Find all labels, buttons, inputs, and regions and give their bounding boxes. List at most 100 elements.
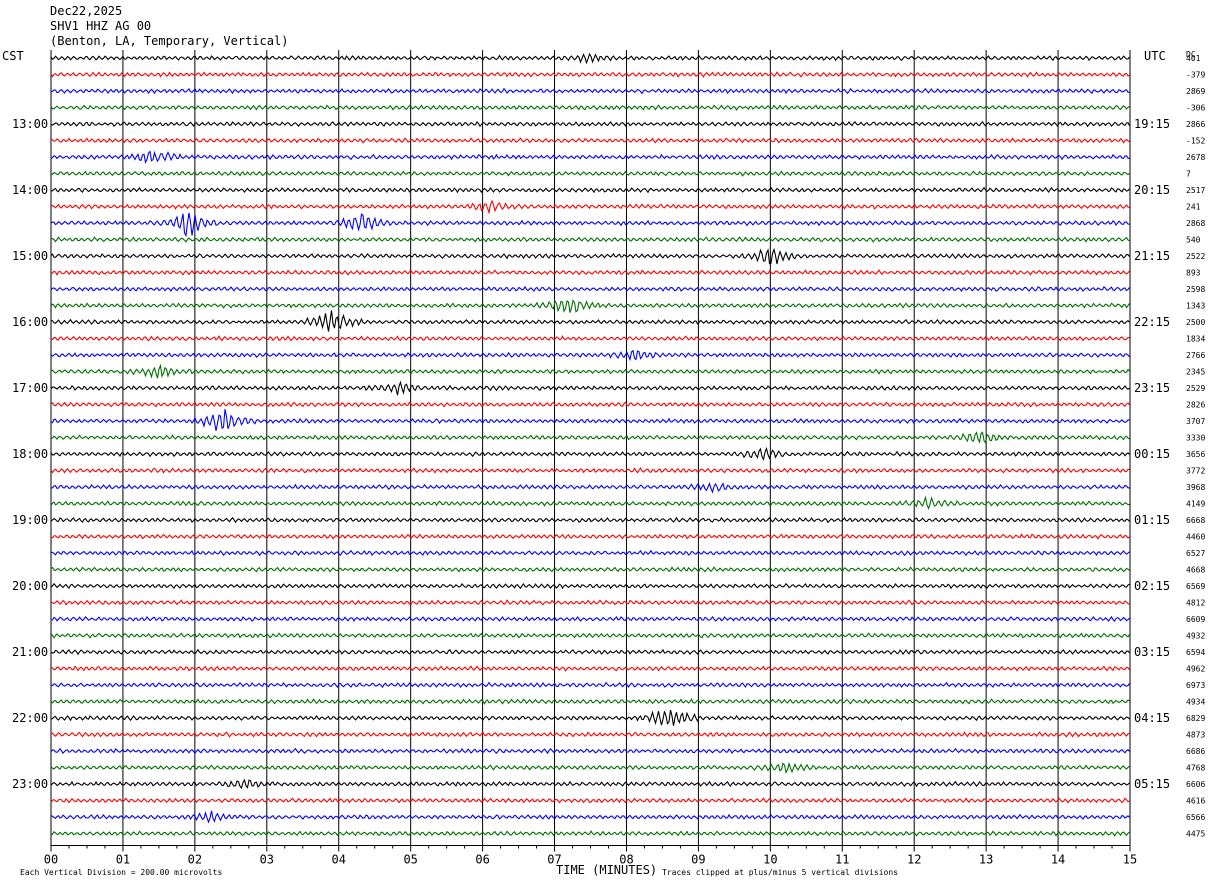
dc-offset-label: 2529 — [1186, 384, 1205, 393]
x-tick-label: 06 — [475, 853, 489, 867]
right-hour-label: 02:15 — [1134, 579, 1170, 593]
left-hour-label: 21:00 — [12, 645, 48, 659]
dc-offset-label: 4668 — [1186, 566, 1205, 575]
seismic-trace-row — [50, 87, 1130, 95]
right-hour-label: 01:15 — [1134, 513, 1170, 527]
dc-offset-label: -152 — [1186, 137, 1205, 146]
seismic-trace-row — [50, 199, 1130, 215]
right-hour-label: 22:15 — [1134, 315, 1170, 329]
dc-offset-label: 4962 — [1186, 665, 1205, 674]
seismic-trace-row — [50, 431, 1130, 445]
dc-offset-label: 2345 — [1186, 368, 1205, 377]
dc-offset-label: 6829 — [1186, 714, 1205, 723]
dc-offset-label: 3656 — [1186, 450, 1205, 459]
dc-offset-label: 4812 — [1186, 599, 1205, 608]
dc-offset-label: 4616 — [1186, 797, 1205, 806]
right-hour-label: 04:15 — [1134, 711, 1170, 725]
dc-offset-label: 6594 — [1186, 648, 1205, 657]
seismic-trace-row — [50, 566, 1130, 573]
right-hour-label: 00:15 — [1134, 447, 1170, 461]
seismic-traces — [50, 52, 1130, 837]
dc-offset-label: 2678 — [1186, 153, 1205, 162]
header-station: SHV1 HHZ AG 00 — [50, 19, 151, 33]
dc-offset-label: 2868 — [1186, 219, 1205, 228]
x-tick-label: 04 — [332, 853, 346, 867]
dc-offset-label: 4475 — [1186, 830, 1205, 839]
header-date: Dec22,2025 — [50, 4, 122, 18]
dc-offset-label: 893 — [1186, 269, 1201, 278]
x-tick-label: 08 — [619, 853, 633, 867]
seismic-trace-row — [51, 810, 1130, 824]
right-hour-label: 03:15 — [1134, 645, 1170, 659]
dc-header-label: DC — [1186, 50, 1196, 59]
seismic-trace-row — [50, 269, 1130, 276]
seismic-trace-row — [50, 599, 1130, 606]
seismic-trace-row — [50, 830, 1130, 837]
dc-offset-label: 2866 — [1186, 120, 1205, 129]
x-tick-label: 07 — [547, 853, 561, 867]
seismic-trace-row — [50, 380, 1130, 396]
seismic-trace-row — [50, 335, 1130, 342]
right-hour-label: 23:15 — [1134, 381, 1170, 395]
dc-offset-label: 1834 — [1186, 335, 1205, 344]
seismic-trace-row — [50, 186, 1130, 194]
dc-offset-label: 540 — [1186, 236, 1201, 245]
seismic-trace-row — [50, 632, 1130, 639]
seismic-trace-row — [50, 761, 1130, 775]
x-tick-label: 13 — [979, 853, 993, 867]
seismic-trace-row — [50, 665, 1130, 672]
x-tick-label: 12 — [907, 853, 921, 867]
dc-offset-label: 2869 — [1186, 87, 1205, 96]
dc-offset-label: 4149 — [1186, 500, 1205, 509]
x-tick-label: 05 — [403, 853, 417, 867]
left-hour-label: 23:00 — [12, 777, 48, 791]
left-hour-label: 16:00 — [12, 315, 48, 329]
seismic-trace-row — [50, 104, 1130, 111]
x-tick-label: 09 — [691, 853, 705, 867]
seismic-trace-row — [50, 401, 1130, 408]
dc-offset-label: 3772 — [1186, 467, 1205, 476]
seismic-trace-row — [50, 52, 1130, 65]
left-hour-label: 15:00 — [12, 249, 48, 263]
dc-offset-label: 2826 — [1186, 401, 1205, 410]
dc-offset-label: 6609 — [1186, 615, 1205, 624]
dc-offset-label: 241 — [1186, 203, 1201, 212]
seismic-trace-row — [50, 709, 1130, 726]
seismic-trace-row — [50, 681, 1130, 689]
dc-offset-label: 7 — [1186, 170, 1191, 179]
dc-offset-label: 3968 — [1186, 483, 1205, 492]
dc-offset-label: 401 — [1186, 54, 1201, 63]
left-hour-label: 20:00 — [12, 579, 48, 593]
dc-offset-label: 2522 — [1186, 252, 1205, 261]
right-hour-label: 05:15 — [1134, 777, 1170, 791]
seismic-trace-row — [50, 731, 1130, 738]
dc-offset-label: -306 — [1186, 104, 1205, 113]
x-tick-label: 03 — [260, 853, 274, 867]
dc-offset-label: 4460 — [1186, 533, 1205, 542]
left-hour-label: 18:00 — [12, 447, 48, 461]
dc-offset-label: 6973 — [1186, 681, 1205, 690]
dc-offset-label: 6668 — [1186, 516, 1205, 525]
dc-offset-label: 1343 — [1186, 302, 1205, 311]
seismic-trace-row — [50, 120, 1130, 128]
x-tick-label: 01 — [116, 853, 130, 867]
seismic-trace-row — [50, 533, 1130, 540]
seismic-trace-row — [50, 549, 1130, 557]
dc-offset-label: 3330 — [1186, 434, 1205, 443]
right-hour-label: 21:15 — [1134, 249, 1170, 263]
dc-offset-label: -379 — [1186, 71, 1205, 80]
seismic-trace-row — [50, 71, 1130, 78]
seismic-trace-row — [50, 467, 1130, 474]
footer-scale-note: Each Vertical Division = 200.00 microvol… — [20, 868, 222, 877]
left-hour-label: 22:00 — [12, 711, 48, 725]
x-axis: 00 01 02 03 04 05 06 07 08 09 10 11 12 13 14 15 — [44, 845, 1137, 867]
x-axis-title: TIME (MINUTES) — [556, 863, 657, 877]
dc-offset-label: 4768 — [1186, 764, 1205, 773]
seismic-trace-row — [50, 212, 1130, 238]
seismic-trace-row — [51, 482, 1130, 494]
seismic-trace-row — [50, 409, 1130, 431]
x-tick-label: 14 — [1051, 853, 1065, 867]
seismic-trace-row — [50, 778, 1130, 790]
right-timezone-label: UTC — [1144, 49, 1166, 63]
